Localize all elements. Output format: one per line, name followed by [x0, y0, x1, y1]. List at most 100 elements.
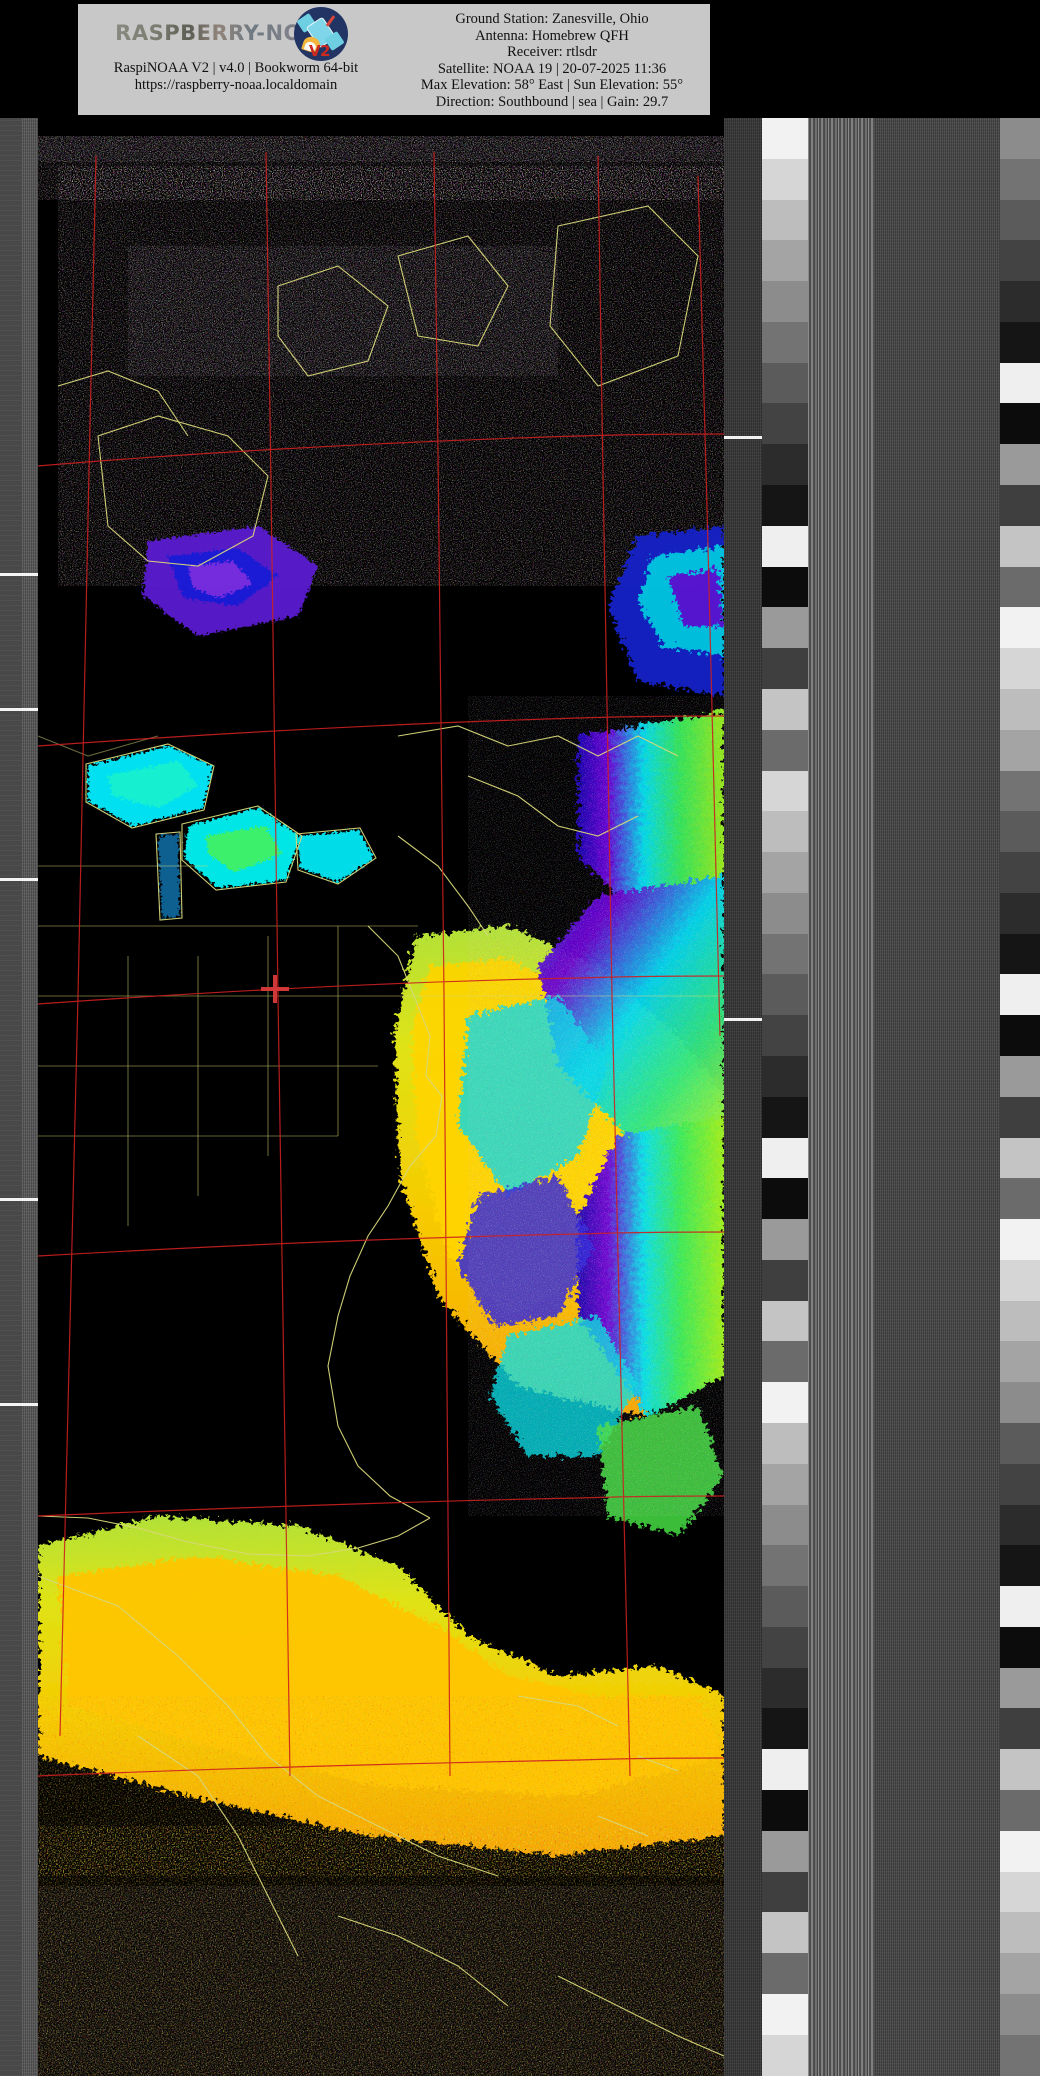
sync-line	[724, 436, 762, 439]
telemetry-wedge-step	[762, 933, 808, 975]
telemetry-wedge-step	[762, 1504, 808, 1546]
telemetry-wedge-step	[1000, 525, 1040, 567]
telemetry-wedge-step	[1000, 1178, 1040, 1220]
telemetry-wedge-step	[762, 199, 808, 241]
telemetry-wedge-step	[1000, 1504, 1040, 1546]
apt-image-area	[0, 118, 1040, 2076]
satellite-antenna-icon	[325, 15, 336, 27]
telemetry-wedge-step	[1000, 1015, 1040, 1056]
telemetry-wedge-step	[1000, 1912, 1040, 1954]
telemetry-wedge-step	[762, 892, 808, 934]
telemetry-wedge-step	[1000, 158, 1040, 200]
telemetry-wedge-step	[1000, 1993, 1040, 2035]
telemetry-wedge-step	[1000, 1259, 1040, 1301]
telemetry-wedge-step	[762, 1667, 808, 1709]
telemetry-wedge-step	[762, 1055, 808, 1097]
telemetry-wedge-step	[762, 607, 808, 649]
telemetry-wedge-step	[1000, 1055, 1040, 1097]
ground-station-marker	[261, 975, 289, 1003]
telemetry-wedge-step	[762, 852, 808, 893]
telemetry-wedge-step	[762, 1463, 808, 1505]
telemetry-wedge-step	[1000, 321, 1040, 363]
telemetry-wedge-step	[1000, 1586, 1040, 1627]
telemetry-wedge-step	[1000, 974, 1040, 1016]
telemetry-wedge-step	[762, 321, 808, 363]
telemetry-wedge-step	[762, 1423, 808, 1464]
sync-line	[0, 1198, 38, 1201]
telemetry-wedge-left	[762, 118, 808, 2076]
telemetry-wedge-step	[762, 1790, 808, 1831]
telemetry-wedge-step	[1000, 1667, 1040, 1709]
telemetry-wedge-step	[1000, 566, 1040, 608]
sync-line	[0, 573, 38, 576]
telemetry-wedge-step	[762, 566, 808, 608]
telemetry-wedge-step	[1000, 1137, 1040, 1179]
telemetry-wedge-step	[762, 1626, 808, 1668]
telemetry-strip-right-b	[808, 118, 874, 2076]
telemetry-wedge-step	[1000, 770, 1040, 812]
telemetry-wedge-step	[1000, 648, 1040, 689]
telemetry-wedge-step	[1000, 933, 1040, 975]
telemetry-wedge-step	[1000, 1626, 1040, 1668]
telemetry-wedge-step	[762, 485, 808, 526]
telemetry-wedge-step	[1000, 1096, 1040, 1138]
telemetry-wedge-step	[1000, 1219, 1040, 1260]
telemetry-wedge-step	[1000, 1545, 1040, 1587]
telemetry-wedge-right	[1000, 118, 1040, 2076]
telemetry-wedge-step	[1000, 688, 1040, 730]
telemetry-wedge-step	[1000, 199, 1040, 241]
telemetry-wedge-step	[762, 118, 808, 159]
telemetry-wedge-step	[1000, 1749, 1040, 1791]
telemetry-wedge-step	[762, 1015, 808, 1056]
telemetry-wedge-step	[762, 1096, 808, 1138]
telemetry-wedge-step	[762, 1749, 808, 1791]
telemetry-wedge-step	[1000, 1382, 1040, 1423]
header-right-block: Ground Station: Zanesville, Ohio Antenna…	[394, 4, 710, 115]
elevation-line: Max Elevation: 58° East | Sun Elevation:…	[420, 77, 684, 93]
telemetry-wedge-step	[762, 1912, 808, 1954]
logo-area: RASPBERRY-NOAA V2	[78, 6, 394, 61]
telemetry-wedge-step	[762, 1871, 808, 1913]
sync-line	[0, 1403, 38, 1406]
telemetry-wedge-step	[1000, 1341, 1040, 1383]
telemetry-wedge-step	[1000, 1953, 1040, 1994]
direction-line: Direction: Southbound | sea | Gain: 29.7	[435, 93, 669, 110]
app-version-line: RaspiNOAA V2 | v4.0 | Bookworm 64-bit	[113, 60, 359, 76]
telemetry-wedge-step	[1000, 403, 1040, 445]
telemetry-wedge-step	[1000, 281, 1040, 322]
telemetry-strip-right-a	[724, 118, 762, 2076]
sync-line	[0, 708, 38, 711]
telemetry-wedge-step	[762, 444, 808, 486]
telemetry-wedge-step	[762, 1382, 808, 1423]
telemetry-wedge-step	[762, 240, 808, 282]
logo-version-badge: V2	[308, 42, 331, 60]
telemetry-wedge-step	[1000, 240, 1040, 282]
telemetry-wedge-step	[762, 1953, 808, 1994]
telemetry-wedge-step	[1000, 1300, 1040, 1342]
telemetry-wedge-step	[1000, 729, 1040, 771]
pass-info-header: RASPBERRY-NOAA V2 RaspiNOAA V2 | v4.0 | …	[78, 4, 710, 115]
telemetry-wedge-step	[762, 281, 808, 322]
telemetry-wedge-step	[1000, 1463, 1040, 1505]
telemetry-wedge-step	[1000, 118, 1040, 159]
telemetry-wedge-step	[1000, 852, 1040, 893]
satellite-pass-line: Satellite: NOAA 19 | 20-07-2025 11:36	[437, 60, 667, 77]
app-url-line: https://raspberry-noaa.localdomain	[134, 76, 338, 93]
telemetry-wedge-step	[762, 648, 808, 689]
telemetry-wedge-step	[762, 1545, 808, 1587]
telemetry-strip-left-inner	[22, 118, 38, 2076]
antenna-line: Antenna: Homebrew QFH	[475, 27, 629, 44]
sync-line	[724, 1018, 762, 1021]
telemetry-wedge-step	[762, 729, 808, 771]
telemetry-wedge-step	[1000, 1708, 1040, 1750]
telemetry-wedge-step	[1000, 444, 1040, 486]
satellite-icon	[294, 7, 348, 61]
telemetry-wedge-step	[762, 1341, 808, 1383]
telemetry-strip-left-outer	[0, 118, 22, 2076]
telemetry-wedge-step	[1000, 811, 1040, 853]
telemetry-wedge-step	[1000, 607, 1040, 649]
receiver-line: Receiver: rtlsdr	[507, 44, 597, 60]
telemetry-wedge-step	[762, 770, 808, 812]
telemetry-wedge-step	[762, 1137, 808, 1179]
